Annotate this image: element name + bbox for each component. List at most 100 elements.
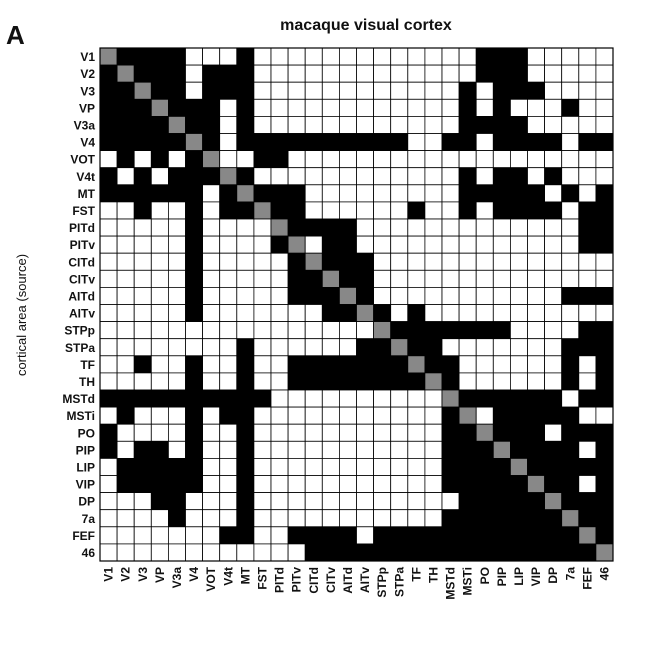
matrix-cell-DP-CITd (304, 492, 323, 511)
column-label-PO: PO (478, 567, 492, 584)
matrix-cell-V2-46 (595, 64, 614, 83)
matrix-cell-LIP-V4 (185, 457, 204, 476)
matrix-cell-DP-V3 (133, 492, 152, 511)
matrix-cell-CITv-CITd (304, 269, 323, 288)
matrix-cell-VOT-DP (544, 150, 563, 169)
matrix-cell-PO-TF (407, 423, 426, 442)
matrix-cell-V4t-STPa (390, 167, 409, 186)
matrix-cell-VP-FEF (578, 98, 597, 117)
matrix-cell-V3a-MSTi (458, 116, 477, 134)
matrix-cell-V3a-V1 (99, 116, 118, 134)
matrix-cell-VP-MSTd (441, 98, 460, 117)
matrix-cell-TH-MT (236, 372, 255, 391)
matrix-cell-V3a-TF (407, 116, 426, 134)
matrix-cell-MSTd-DP (544, 389, 563, 408)
matrix-cell-PITv-CITd (304, 235, 323, 254)
matrix-cell-V1-STPp (373, 47, 392, 66)
column-label-DP: DP (546, 567, 560, 584)
matrix-cell-MT-CITd (304, 184, 323, 203)
matrix-cell-STPa-MSTd (441, 338, 460, 357)
matrix-cell-CITd-PITv (287, 252, 306, 271)
matrix-cell-CITd-VP (150, 252, 169, 271)
matrix-cell-PITv-TH (424, 235, 443, 254)
matrix-cell-STPp-V2 (116, 321, 135, 340)
matrix-cell-MSTi-MT (236, 406, 255, 425)
matrix-cell-FEF-7a (561, 526, 580, 545)
matrix-cell-PIP-PO (475, 440, 494, 459)
matrix-cell-V2-TF (407, 64, 426, 83)
matrix-cell-TH-V3 (133, 372, 152, 391)
matrix-cell-VIP-V4t (219, 475, 238, 494)
matrix-cell-V3-PO (475, 81, 494, 100)
matrix-cell-MT-AITv (356, 184, 375, 203)
matrix-cell-PIP-CITv (321, 440, 340, 459)
matrix-cell-AITv-CITd (304, 304, 323, 323)
matrix-cell-V3-MT (236, 81, 255, 100)
matrix-cell-PO-PITv (287, 423, 306, 442)
matrix-cell-MSTi-DP (544, 406, 563, 425)
matrix-cell-PO-V3a (167, 423, 186, 442)
column-label-V3a: V3a (170, 567, 184, 589)
matrix-cell-PO-V1 (99, 423, 118, 442)
matrix-cell-MT-V4 (185, 184, 204, 203)
row-label-VP: VP (79, 101, 95, 115)
column-labels: V1 V2 V3 VP V3a V4 VOT V4t MT FST PITd PITv CITd CITv… (102, 566, 612, 599)
matrix-cell-AITv-STPp (373, 304, 392, 323)
matrix-cell-TH-V2 (116, 372, 135, 391)
row-label-STPp: STPp (64, 324, 95, 338)
matrix-cell-VOT-VIP (527, 150, 546, 169)
matrix-cell-STPa-LIP (509, 338, 528, 357)
column-label-PITv: PITv (290, 567, 304, 593)
matrix-cell-MT-MT (236, 184, 255, 203)
matrix-cell-TF-VOT (202, 355, 221, 374)
matrix-cell-MSTd-LIP (509, 389, 528, 408)
matrix-cell-STPa-PITd (270, 338, 289, 357)
matrix-cell-VIP-VIP (527, 475, 546, 494)
matrix-cell-LIP-V3 (133, 457, 152, 476)
matrix-cell-CITv-STPa (390, 269, 409, 288)
matrix-cell-STPp-46 (595, 321, 614, 340)
matrix-cell-PO-LIP (509, 423, 528, 442)
matrix-cell-VOT-V2 (116, 150, 135, 169)
matrix-cell-CITd-MT (236, 252, 255, 271)
matrix-cell-MT-MSTi (458, 184, 477, 203)
matrix-cell-STPa-V1 (99, 338, 118, 357)
matrix-cell-AITd-AITd (338, 286, 357, 305)
matrix-cell-VIP-MSTi (458, 475, 477, 494)
matrix-cell-PITv-VIP (527, 235, 546, 254)
matrix-cell-CITd-PIP (492, 252, 511, 271)
matrix-cell-PO-MSTd (441, 423, 460, 442)
matrix-cell-7a-DP (544, 509, 563, 528)
matrix-cell-FEF-STPp (373, 526, 392, 545)
matrix-cell-VP-VP (150, 98, 169, 117)
matrix-cell-V1-MSTi (458, 47, 477, 66)
matrix-cell-DP-MSTi (458, 492, 477, 511)
matrix-cell-FST-PITv (287, 201, 306, 220)
matrix-cell-46-V3a (167, 543, 186, 562)
matrix-cell-FST-CITv (321, 201, 340, 220)
matrix-cell-V2-TH (424, 64, 443, 83)
matrix-cell-VOT-MSTd (441, 150, 460, 169)
matrix-cell-VOT-STPa (390, 150, 409, 169)
matrix-cell-V3a-MT (236, 116, 255, 134)
matrix-cell-PITv-FEF (578, 235, 597, 254)
matrix-cell-PITd-VIP (527, 218, 546, 237)
matrix-cell-FEF-V4 (185, 526, 204, 545)
matrix-cell-TF-STPp (373, 355, 392, 374)
matrix-cell-VP-AITd (338, 98, 357, 117)
matrix-cell-CITv-TF (407, 269, 426, 288)
matrix-cell-TF-AITv (356, 355, 375, 374)
matrix-cell-CITd-VIP (527, 252, 546, 271)
matrix-cell-AITd-MT (236, 286, 255, 305)
matrix-cell-V2-V1 (99, 64, 118, 83)
matrix-cell-V3a-LIP (509, 116, 528, 134)
matrix-cell-V3-V3 (133, 81, 152, 100)
matrix-cell-TF-PITd (270, 355, 289, 374)
matrix-cell-AITd-FEF (578, 286, 597, 305)
matrix-cell-AITv-V3 (133, 304, 152, 323)
matrix-cell-TH-MSTd (441, 372, 460, 391)
matrix-cell-PO-MSTi (458, 423, 477, 442)
matrix-cell-VP-V3 (133, 98, 152, 117)
matrix-cell-V1-V3a (167, 47, 186, 66)
matrix-cell-TF-FST (253, 355, 272, 374)
